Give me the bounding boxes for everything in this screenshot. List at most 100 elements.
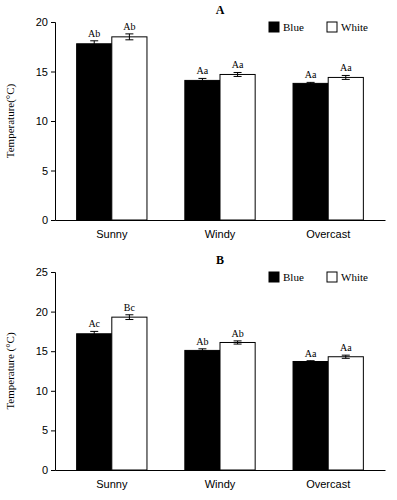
bar bbox=[220, 74, 255, 220]
x-tick-label: Sunny bbox=[96, 478, 128, 490]
y-tick-mark bbox=[51, 72, 55, 73]
y-tick: 15 bbox=[36, 345, 55, 357]
legend-swatch bbox=[269, 272, 279, 282]
x-axis-line bbox=[56, 470, 386, 471]
significance-label: Aa bbox=[197, 65, 209, 76]
significance-label: Ab bbox=[88, 28, 100, 39]
error-bar-cap bbox=[307, 84, 315, 85]
legend: Blue White bbox=[269, 21, 368, 33]
x-axis: SunnyWindyOvercast bbox=[56, 221, 386, 241]
legend-label: Blue bbox=[283, 271, 304, 283]
bar bbox=[112, 317, 147, 470]
figure: AbAaAaAbAaAa05101520SunnyWindyOvercastBl… bbox=[0, 0, 397, 500]
bar bbox=[293, 83, 328, 220]
y-tick-label: 15 bbox=[36, 66, 48, 78]
legend-label: White bbox=[341, 271, 368, 283]
error-bar-stem bbox=[129, 34, 130, 40]
x-tick-label: Overcast bbox=[306, 478, 350, 490]
error-bar bbox=[307, 361, 315, 363]
plot-area: Ac Ab Aa Bc Ab Aa 0 5 10 15 20 25 Sunny Windy Overcast… bbox=[36, 266, 386, 490]
significance-label: Bc bbox=[124, 302, 136, 313]
y-tick-label: 25 bbox=[36, 266, 48, 278]
x-tick: Windy bbox=[205, 228, 236, 240]
error-bar bbox=[234, 72, 242, 76]
y-tick-mark bbox=[51, 312, 55, 313]
y-tick-mark bbox=[51, 391, 55, 392]
legend-item: White bbox=[327, 21, 368, 33]
y-tick-mark bbox=[51, 220, 55, 221]
significance-label: Aa bbox=[340, 342, 352, 353]
bar bbox=[185, 80, 220, 220]
significance-label: Ab bbox=[231, 328, 243, 339]
legend-item: Blue bbox=[269, 271, 304, 283]
chart-title: A bbox=[216, 3, 225, 17]
error-bar-cap bbox=[342, 75, 350, 76]
marks bbox=[77, 34, 364, 220]
y-tick-label: 5 bbox=[42, 424, 48, 436]
error-bar-cap bbox=[234, 76, 242, 77]
error-bar-cap bbox=[198, 82, 206, 83]
y-tick-label: 15 bbox=[36, 345, 48, 357]
error-bar-stem bbox=[237, 72, 238, 76]
y-tick-mark bbox=[51, 430, 55, 431]
y-tick-label: 10 bbox=[36, 385, 48, 397]
y-tick-label: 20 bbox=[36, 16, 48, 28]
y-tick: 15 bbox=[36, 66, 55, 78]
x-tick: Windy bbox=[205, 478, 236, 490]
y-tick: 20 bbox=[36, 16, 55, 28]
y-tick-label: 0 bbox=[42, 214, 48, 226]
y-tick-mark bbox=[51, 121, 55, 122]
x-tick-label: Windy bbox=[205, 228, 236, 240]
y-axis-title: Temperature(°C) bbox=[4, 83, 17, 158]
bar bbox=[185, 350, 220, 470]
y-tick: 20 bbox=[36, 306, 55, 318]
plot-area: AbAaAaAbAaAa05101520SunnyWindyOvercastBl… bbox=[36, 16, 386, 240]
legend-swatch bbox=[269, 22, 279, 32]
error-bar-stem bbox=[94, 331, 95, 336]
y-tick-mark bbox=[51, 22, 55, 23]
error-bar bbox=[342, 355, 350, 358]
y-tick-label: 0 bbox=[42, 464, 48, 476]
legend-item: White bbox=[327, 271, 368, 283]
chart-title: B bbox=[216, 253, 224, 267]
error-bar-cap bbox=[125, 39, 133, 40]
error-bar bbox=[90, 41, 98, 47]
significance-label: Ac bbox=[88, 318, 100, 329]
error-bar-cap bbox=[125, 33, 133, 34]
error-bar-cap bbox=[342, 355, 350, 356]
error-bar-cap bbox=[125, 319, 133, 320]
error-bar-stem bbox=[129, 315, 130, 320]
significance-label: Ab bbox=[196, 336, 208, 347]
y-tick-mark bbox=[51, 272, 55, 273]
error-bar-cap bbox=[90, 46, 98, 47]
y-tick: 5 bbox=[42, 424, 55, 436]
error-bar bbox=[198, 349, 206, 352]
x-axis-line bbox=[56, 220, 386, 221]
error-bar-cap bbox=[307, 82, 315, 83]
error-bar-cap bbox=[90, 336, 98, 337]
bar bbox=[328, 77, 363, 220]
y-tick-mark bbox=[51, 351, 55, 352]
error-bar bbox=[307, 82, 315, 84]
error-bar-cap bbox=[342, 79, 350, 80]
error-bar-stem bbox=[202, 78, 203, 82]
x-tick-label: Windy bbox=[205, 478, 236, 490]
y-axis-title: Temperature (°C) bbox=[4, 332, 17, 410]
significance-label: Aa bbox=[305, 348, 317, 359]
annotations: AbAaAaAbAaAa bbox=[88, 21, 352, 81]
y-axis-line bbox=[51, 273, 56, 471]
error-bar-cap bbox=[234, 72, 242, 73]
legend-swatch bbox=[327, 22, 337, 32]
legend-item: Blue bbox=[269, 21, 304, 33]
error-bar-cap bbox=[234, 344, 242, 345]
bar bbox=[112, 37, 147, 220]
error-bar-cap bbox=[90, 40, 98, 41]
y-tick-label: 20 bbox=[36, 306, 48, 318]
error-bar-cap bbox=[342, 358, 350, 359]
bar bbox=[293, 361, 328, 470]
error-bar-stem bbox=[94, 41, 95, 47]
error-bar-stem bbox=[345, 75, 346, 79]
bar bbox=[77, 334, 112, 470]
chart-panel: Ac Ab Aa Bc Ab Aa 0 5 10 15 20 25 Sunny Windy Overcast… bbox=[4, 253, 386, 490]
error-bar-cap bbox=[198, 78, 206, 79]
